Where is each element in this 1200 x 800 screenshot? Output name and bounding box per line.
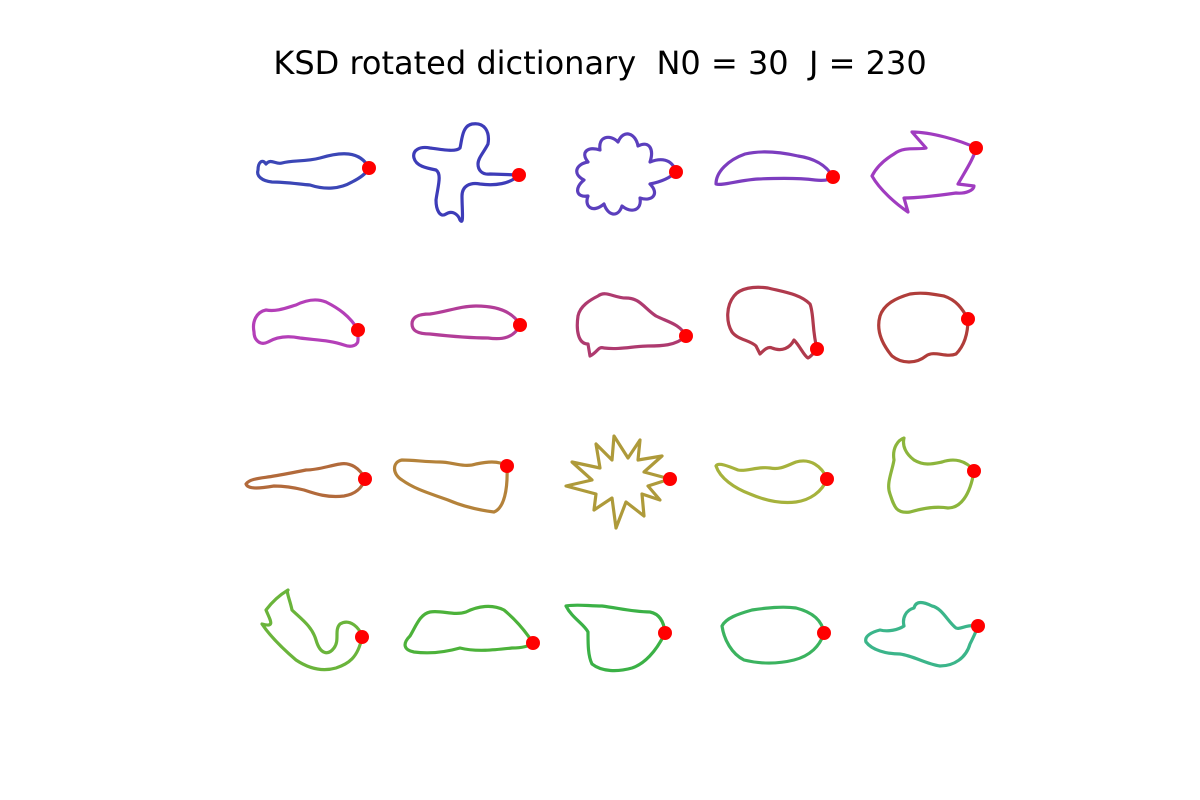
shape-r1c3-flower xyxy=(575,132,683,216)
shape-r1c2-cross-start-marker xyxy=(512,168,526,182)
shape-r2c4-elephant xyxy=(726,285,824,360)
shape-r4c2-butterfly xyxy=(403,604,540,655)
shape-r1c1-elongated-blob xyxy=(256,152,376,190)
shape-r1c3-flower-start-marker xyxy=(669,165,683,179)
shape-r1c4-slender-leaf xyxy=(714,150,840,186)
shape-r4c5-scrap-start-marker xyxy=(971,619,985,633)
shape-r1c2-cross xyxy=(412,122,526,223)
shape-r3c1-tailed-blob xyxy=(244,462,372,499)
shape-r4c4-oval-start-marker xyxy=(817,626,831,640)
shape-r3c5-bird-start-marker xyxy=(967,464,981,478)
shape-r3c3-star xyxy=(564,434,677,530)
shape-r3c2-wide-blob-start-marker xyxy=(500,459,514,473)
shape-r1c4-slender-leaf-start-marker xyxy=(826,170,840,184)
shape-r3c3-star-start-marker xyxy=(663,472,677,486)
shape-r4c3-pot xyxy=(564,603,672,673)
shape-r2c4-elephant-start-marker xyxy=(810,342,824,356)
shape-r3c1-tailed-blob-start-marker xyxy=(358,472,372,486)
shape-r3c2-wide-blob xyxy=(392,458,514,514)
shape-r2c5-round-blob xyxy=(877,291,975,364)
shape-r1c1-elongated-blob-start-marker xyxy=(362,161,376,175)
shape-r3c4-swoosh xyxy=(714,459,834,505)
shape-r3c4-swoosh-start-marker xyxy=(820,472,834,486)
shape-r4c1-rabbit xyxy=(260,588,369,672)
shape-r2c1-blob-start-marker xyxy=(351,323,365,337)
shape-r1c5-zigzag-frame-start-marker xyxy=(969,141,983,155)
shape-r1c5-zigzag-frame xyxy=(870,130,983,214)
shape-r2c1-blob xyxy=(251,298,365,348)
shape-r4c5-scrap xyxy=(864,600,985,668)
shape-r2c3-animal xyxy=(575,292,693,358)
shape-r4c3-pot-start-marker xyxy=(658,626,672,640)
shape-r2c5-round-blob-start-marker xyxy=(961,312,975,326)
shape-r4c2-butterfly-start-marker xyxy=(526,636,540,650)
shape-r4c4-oval xyxy=(720,605,831,665)
shape-r4c1-rabbit-start-marker xyxy=(355,630,369,644)
shape-r3c5-bird xyxy=(887,436,981,514)
figure-title: KSD rotated dictionary N0 = 30 J = 230 xyxy=(273,44,927,82)
shape-r2c2-long-blob-start-marker xyxy=(513,318,527,332)
shape-r2c2-long-blob xyxy=(410,304,527,341)
shape-r2c3-animal-start-marker xyxy=(679,329,693,343)
